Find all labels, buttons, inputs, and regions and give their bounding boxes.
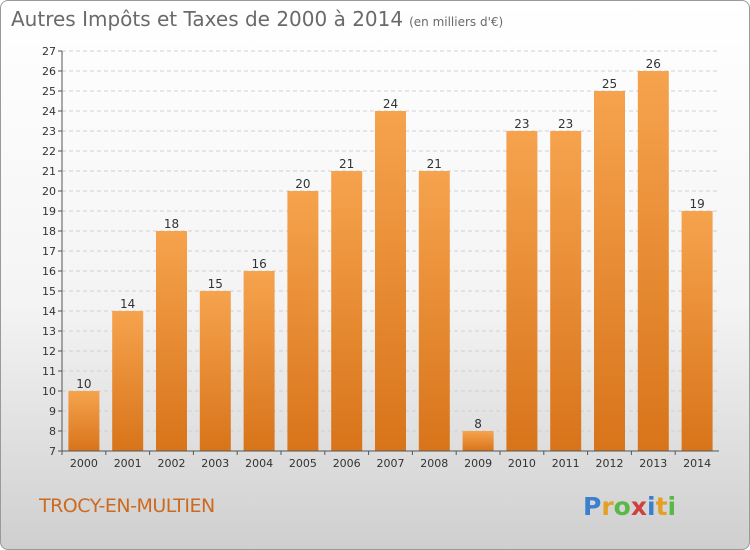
y-tick-label: 10 [42, 385, 56, 398]
x-tick-label: 2014 [683, 457, 711, 470]
y-tick-label: 22 [42, 145, 56, 158]
y-tick-label: 19 [42, 205, 56, 218]
y-tick-label: 11 [42, 365, 56, 378]
y-tick-label: 16 [42, 265, 56, 278]
y-tick-label: 20 [42, 185, 56, 198]
bar-value-label: 14 [120, 297, 135, 311]
bar-value-label: 23 [514, 117, 529, 131]
bar-2014 [681, 211, 713, 451]
bar-value-label: 23 [558, 117, 573, 131]
proxiti-logo-text: Proxiti [583, 492, 676, 521]
x-tick-label: 2011 [552, 457, 580, 470]
y-tick-label: 21 [42, 165, 56, 178]
y-tick-label: 13 [42, 325, 56, 338]
y-tick-label: 25 [42, 85, 56, 98]
bar-value-label: 20 [295, 177, 310, 191]
y-tick-label: 14 [42, 305, 56, 318]
y-tick-label: 18 [42, 225, 56, 238]
x-tick-label: 2002 [158, 457, 186, 470]
x-tick-label: 2010 [508, 457, 536, 470]
bar-2007 [375, 111, 406, 451]
bar-value-label: 25 [602, 77, 617, 91]
bar-2010 [506, 131, 538, 451]
x-tick-label: 2003 [201, 457, 229, 470]
bar-value-label: 10 [76, 377, 91, 391]
bar-value-label: 24 [383, 97, 398, 111]
bar-2009 [462, 431, 494, 451]
bar-2012 [594, 91, 625, 451]
bars: 10 14 18 15 16 20 21 24 21 8 23 23 25 26 19 [68, 57, 713, 451]
proxiti-logo: Proxiti [583, 492, 676, 521]
x-tick-label: 2006 [333, 457, 361, 470]
bar-2013 [637, 71, 669, 451]
bar-value-label: 15 [208, 277, 223, 291]
commune-name: TROCY-EN-MULTIEN [39, 495, 215, 517]
x-tick-label: 2013 [639, 457, 667, 470]
chart-title-text: Autres Impôts et Taxes de 2000 à 2014 [11, 7, 404, 31]
x-tick-label: 2000 [70, 457, 98, 470]
y-axis-ticks: 7 8 9 10 11 12 13 14 15 16 17 18 19 20 21 22 23 24 25 26 27 [42, 45, 62, 458]
bar-2008 [418, 171, 450, 451]
y-tick-label: 7 [49, 445, 56, 458]
y-tick-label: 23 [42, 125, 56, 138]
y-tick-label: 26 [42, 65, 56, 78]
bar-2003 [199, 291, 231, 451]
x-tick-label: 2004 [245, 457, 273, 470]
x-tick-label: 2008 [420, 457, 448, 470]
bar-value-label: 21 [339, 157, 354, 171]
y-tick-label: 9 [49, 405, 56, 418]
x-tick-label: 2001 [114, 457, 142, 470]
bar-2006 [331, 171, 363, 451]
bar-value-label: 16 [251, 257, 266, 271]
bar-2005 [287, 191, 319, 451]
x-axis-ticks: 2000 2001 2002 2003 2004 2005 2006 2007 2008 2009… [61, 451, 711, 470]
bar-value-label: 21 [427, 157, 442, 171]
y-tick-label: 17 [42, 245, 56, 258]
bar-2004 [243, 271, 275, 451]
bar-2001 [112, 311, 144, 451]
axes [61, 51, 719, 452]
bar-value-label: 8 [474, 417, 482, 431]
x-tick-label: 2012 [596, 457, 624, 470]
chart-subtitle: (en milliers d'€) [409, 15, 504, 29]
y-tick-label: 27 [42, 45, 56, 58]
y-tick-label: 15 [42, 285, 56, 298]
x-tick-label: 2007 [377, 457, 405, 470]
bar-2002 [156, 231, 187, 451]
y-tick-label: 24 [42, 105, 56, 118]
bar-value-label: 18 [164, 217, 179, 231]
x-tick-label: 2005 [289, 457, 317, 470]
chart-title: Autres Impôts et Taxes de 2000 à 2014 (en… [11, 7, 503, 31]
y-tick-label: 8 [49, 425, 56, 438]
bar-value-label: 26 [646, 57, 661, 71]
bar-2011 [550, 131, 582, 451]
bar-value-label: 19 [689, 197, 704, 211]
bar-2000 [68, 391, 100, 451]
x-tick-label: 2009 [464, 457, 492, 470]
y-tick-label: 12 [42, 345, 56, 358]
